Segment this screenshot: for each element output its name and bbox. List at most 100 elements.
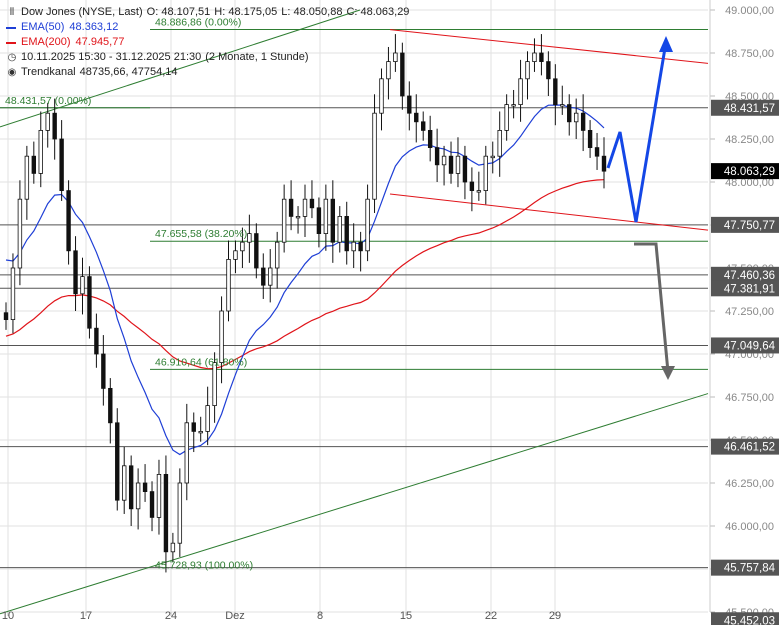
candle-body xyxy=(441,155,447,166)
candle-body xyxy=(400,52,405,97)
open-value: O: 48.107,51 xyxy=(146,6,211,18)
x-tick-label: Dez xyxy=(225,610,245,622)
candle-body xyxy=(108,387,113,424)
candle-body xyxy=(170,542,176,553)
candle-body xyxy=(184,422,189,484)
candle-body xyxy=(601,155,607,172)
price-marker-label: 47.049,64 xyxy=(724,340,776,352)
candle-body xyxy=(330,198,336,243)
candle-body xyxy=(462,155,468,183)
price-marker xyxy=(711,559,779,576)
candle-body xyxy=(142,482,148,493)
forecast-down-arrowhead xyxy=(661,366,675,380)
price-marker xyxy=(711,216,779,233)
ema50-label: EMA(50) xyxy=(21,21,65,33)
trend-label: Trendkanal xyxy=(21,66,76,78)
grid xyxy=(0,0,708,613)
legend-title-row: ⫴ Dow Jones (NYSE, Last) O: 48.107,51 H:… xyxy=(6,5,410,20)
candle-body xyxy=(115,422,120,501)
candle-body xyxy=(309,198,315,209)
price-marker xyxy=(711,266,779,283)
chart-legend: ⫴ Dow Jones (NYSE, Last) O: 48.107,51 H:… xyxy=(6,5,409,80)
ema200-swatch xyxy=(6,41,16,44)
candle-body xyxy=(323,198,329,234)
period-detail: (2 Monate, 1 Stunde) xyxy=(205,51,309,63)
candle-body xyxy=(587,129,593,148)
candle-body xyxy=(295,215,301,219)
ema50-swatch xyxy=(6,26,16,29)
candle-body xyxy=(288,198,294,217)
target-icon: ◉ xyxy=(7,67,17,78)
x-tick-label: 15 xyxy=(400,610,412,622)
ema200-value: 47.945,77 xyxy=(75,36,125,48)
candle-body xyxy=(240,241,245,252)
candle-body xyxy=(421,121,426,131)
candle-body xyxy=(518,78,523,106)
candle-body xyxy=(163,473,169,553)
price-marker-label: 47.750,77 xyxy=(724,220,775,232)
price-axis: 49.000,0048.750,0048.500,0048.250,0048.0… xyxy=(709,0,779,625)
ema200-path xyxy=(5,179,605,370)
candle-body xyxy=(337,215,342,243)
candle-body xyxy=(128,465,134,510)
legend-ema200-row: EMA(200) 47.945,77 xyxy=(6,35,409,50)
candle-body xyxy=(407,95,412,114)
candle-body xyxy=(212,362,217,407)
price-marker xyxy=(711,337,779,354)
candle-body xyxy=(379,78,384,114)
fib-label: 47.655,58 (38.20%) xyxy=(155,228,247,240)
trend-channel xyxy=(0,9,709,615)
x-tick-label: 10 xyxy=(2,610,14,622)
candle-body xyxy=(532,52,537,63)
price-marker-label: 45.757,84 xyxy=(724,563,776,575)
candle-body xyxy=(101,353,106,389)
candle-body xyxy=(560,104,565,107)
candle-body xyxy=(365,198,370,252)
candle-body xyxy=(483,155,488,191)
candle-body xyxy=(316,207,322,235)
price-marker-label: 45.452,03 xyxy=(724,615,775,625)
candle-body xyxy=(504,104,509,131)
time-axis: 10 17 24 Dez 8 15 22 29 xyxy=(2,610,561,622)
price-marker xyxy=(711,612,779,625)
candle-body xyxy=(94,327,99,355)
forecast-up-arrowhead xyxy=(659,36,673,52)
candle-body xyxy=(219,310,224,363)
candle-body xyxy=(156,473,162,518)
legend-trend-row: ◉ Trendkanal 48735,66, 47754,14 xyxy=(6,65,409,80)
y-tick-label: 48.000,00 xyxy=(725,177,774,189)
candle-body xyxy=(17,198,23,269)
candle-body xyxy=(573,112,579,123)
candle-body xyxy=(268,267,273,286)
legend-period-row: ◷ 10.11.2025 15:30 - 31.12.2025 21:30 (2… xyxy=(6,50,409,65)
candle-body xyxy=(10,267,16,320)
candle-body xyxy=(226,258,231,312)
candle-body xyxy=(302,198,308,217)
candle-body xyxy=(198,430,203,434)
price-candles xyxy=(3,34,607,573)
candle-body xyxy=(525,61,530,80)
y-tick-label: 46.750,00 xyxy=(725,392,774,404)
candle-body xyxy=(38,129,43,174)
support-trend-line xyxy=(0,393,709,615)
ema50-value: 48.363,12 xyxy=(69,21,119,33)
candle-body xyxy=(191,422,196,432)
y-tick-label: 49.000,00 xyxy=(725,5,774,17)
x-tick-label: 29 xyxy=(549,610,561,622)
trend-line-upper xyxy=(389,29,709,64)
trend-values: 48735,66, 47754,14 xyxy=(79,66,178,78)
candle-body xyxy=(372,112,377,200)
candle-body xyxy=(344,215,349,252)
price-marker xyxy=(711,280,779,297)
clock-icon: ◷ xyxy=(7,52,17,63)
candle-body xyxy=(59,138,64,191)
candle-body xyxy=(386,61,391,80)
y-tick-label: 47.250,00 xyxy=(725,306,774,318)
candle-body xyxy=(3,312,9,321)
candle-body xyxy=(567,104,572,123)
candle-body xyxy=(469,181,475,191)
candle-body xyxy=(511,104,516,107)
candle-body xyxy=(87,276,92,329)
candle-body xyxy=(73,250,78,295)
